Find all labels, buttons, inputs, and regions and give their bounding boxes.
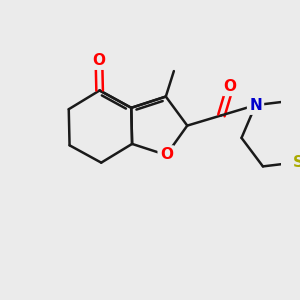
Text: O: O: [160, 148, 173, 163]
Text: N: N: [249, 98, 262, 112]
Text: O: O: [224, 79, 237, 94]
Text: S: S: [293, 154, 300, 169]
Text: O: O: [92, 53, 105, 68]
